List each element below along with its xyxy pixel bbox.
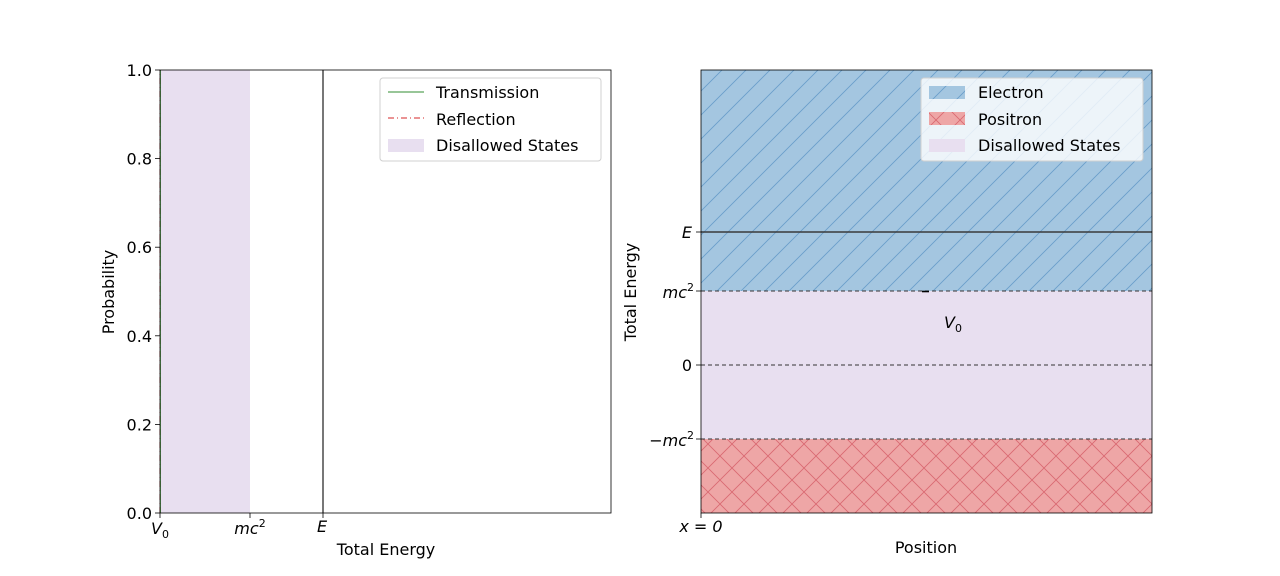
y-tick-label: 1.0 <box>127 61 152 80</box>
y-ticks: 0.0 0.2 0.4 0.6 0.8 1.0 <box>127 61 160 523</box>
legend-label: Disallowed States <box>978 136 1120 155</box>
y-tick-label: E <box>682 223 693 242</box>
legend-label: Disallowed States <box>436 136 578 155</box>
legend-swatch-disallowed <box>929 139 965 152</box>
positron-hatch <box>701 439 1152 513</box>
y-tick-label: mc2 <box>663 281 694 302</box>
plot-frame <box>700 69 1153 514</box>
x-tick-label: x = 0 <box>678 517 722 536</box>
x-tick-label: V0 <box>151 519 169 541</box>
legend-label: Electron <box>978 83 1044 102</box>
y-tick-label: 0.8 <box>127 150 152 169</box>
legend: Electron Positron Disallowed States <box>920 77 1144 162</box>
y-axis-label: Probability <box>99 250 118 335</box>
y-tick-label: 0.6 <box>127 238 152 257</box>
x-axis-label: Position <box>895 538 957 557</box>
chart-probability: 0.0 0.2 0.4 0.6 0.8 1.0 V0 mc2 E Total Energy… <box>99 61 612 559</box>
y-tick-label: 0.2 <box>127 415 152 434</box>
legend-label: Transmission <box>435 83 539 102</box>
plot-frame <box>159 69 612 514</box>
y-tick-label: 0.4 <box>127 327 152 346</box>
legend: Transmission Reflection Disallowed State… <box>379 77 602 162</box>
legend-label: Reflection <box>436 110 516 129</box>
chart-energy-diagram: E mc2 0 −mc2 x = 0 V0 Position Total Ene… <box>621 69 1153 557</box>
x-tick-label: E <box>317 517 328 536</box>
y-tick-label: 0 <box>682 356 692 375</box>
x-axis-label: Total Energy <box>336 540 435 559</box>
legend-label: Positron <box>978 110 1042 129</box>
potential-label: V0 <box>944 313 962 335</box>
disallowed-band <box>160 70 250 513</box>
y-tick-label: 0.0 <box>127 504 152 523</box>
y-tick-label: −mc2 <box>649 429 694 450</box>
legend-swatch-disallowed <box>388 139 424 152</box>
y-axis-label: Total Energy <box>621 243 640 342</box>
x-tick-label: mc2 <box>234 517 265 538</box>
